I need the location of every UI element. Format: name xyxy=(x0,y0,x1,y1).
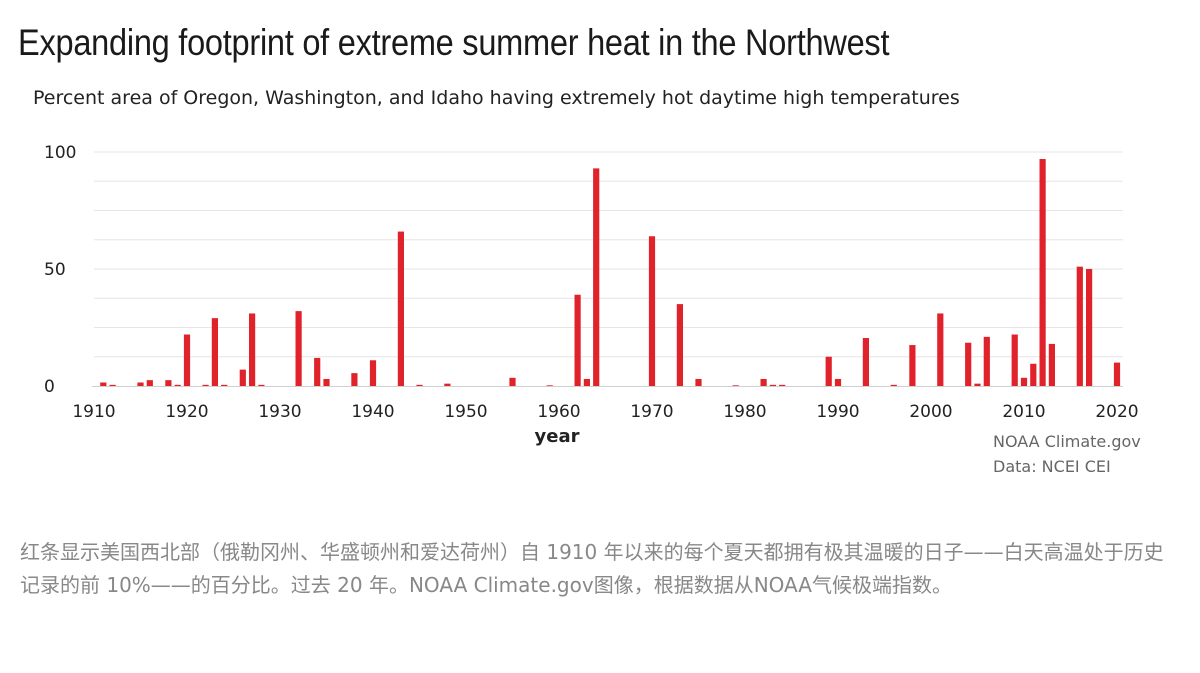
gridlines xyxy=(94,151,1123,358)
bar-1934 xyxy=(314,357,321,386)
y-tick-label: 0 xyxy=(44,377,55,397)
y-tick-label: 50 xyxy=(44,260,66,280)
x-tick-label: 1940 xyxy=(351,402,394,422)
y-tick-label: 100 xyxy=(44,143,76,163)
x-tick-label: 1930 xyxy=(258,402,301,422)
bar-1926 xyxy=(239,369,246,386)
bar-1975 xyxy=(695,378,702,386)
bar-2004 xyxy=(965,342,972,386)
bar-1918 xyxy=(165,380,172,386)
bar-1973 xyxy=(676,304,683,386)
x-tick-label: 1910 xyxy=(72,402,115,422)
bar-1989 xyxy=(825,356,832,386)
bar-1915 xyxy=(137,382,144,386)
bar-1932 xyxy=(295,311,302,386)
bar-1938 xyxy=(351,373,358,386)
bar-1945 xyxy=(416,384,423,386)
bar-1964 xyxy=(593,168,600,386)
bar-2020 xyxy=(1113,362,1121,386)
bar-1962 xyxy=(574,294,581,386)
bar-2017 xyxy=(1086,269,1093,386)
data-credit: Data: NCEI CEI xyxy=(993,457,1111,476)
x-tick-label: 1980 xyxy=(723,402,766,422)
bar-2009 xyxy=(1011,334,1018,386)
caption-text: 红条显示美国西北部（俄勒冈州、华盛顿州和爱达荷州）自 1910 年以来的每个夏天… xyxy=(20,540,1164,597)
bar-2011 xyxy=(1030,363,1037,386)
x-tick-label: 1970 xyxy=(630,402,673,422)
bar-1982 xyxy=(760,378,767,386)
bar-1983 xyxy=(769,384,776,386)
chart-subtitle: Percent area of Oregon, Washington, and … xyxy=(33,87,960,109)
bar-1916 xyxy=(146,380,153,386)
bar-1922 xyxy=(202,384,209,386)
bar-1912 xyxy=(109,384,116,386)
bar-2013 xyxy=(1048,343,1055,386)
x-tick-label: 2020 xyxy=(1095,402,1138,422)
bar-1970 xyxy=(648,236,656,386)
bar-2001 xyxy=(937,313,944,386)
bar-2016 xyxy=(1076,266,1083,386)
bar-1996 xyxy=(890,384,897,386)
axes: 0 50 100 1910 1920 1930 1940 1950 1960 1970 1980 19… xyxy=(44,143,1139,422)
bar-2006 xyxy=(983,336,990,386)
bar-2005 xyxy=(974,383,981,386)
x-tick-label: 2000 xyxy=(909,402,952,422)
x-axis-label: year xyxy=(535,426,580,447)
chart-title: Expanding footprint of extreme summer he… xyxy=(18,22,890,63)
bar-1998 xyxy=(909,345,916,386)
x-tick-label: 1920 xyxy=(165,402,208,422)
bar-1955 xyxy=(509,377,516,386)
bar-1924 xyxy=(221,384,228,386)
bar-1943 xyxy=(397,231,404,386)
bar-2012 xyxy=(1039,159,1046,386)
bar-1928 xyxy=(258,384,265,386)
x-tick-label: 1990 xyxy=(816,402,859,422)
bars xyxy=(100,159,1121,386)
bar-1911 xyxy=(100,382,107,386)
bar-1948 xyxy=(444,383,451,386)
x-tick-label: 2010 xyxy=(1002,402,1045,422)
bar-1940 xyxy=(369,360,377,386)
bar-1927 xyxy=(249,313,256,386)
x-tick-label: 1950 xyxy=(444,402,487,422)
bar-1990 xyxy=(834,378,842,386)
source-credit: NOAA Climate.gov xyxy=(993,432,1141,451)
bar-1984 xyxy=(779,384,786,386)
x-tick-label: 1960 xyxy=(537,402,580,422)
bar-2010 xyxy=(1020,377,1028,386)
bar-1919 xyxy=(174,384,181,386)
bar-1920 xyxy=(183,334,191,386)
bar-1959 xyxy=(546,385,553,386)
bar-1923 xyxy=(211,318,218,386)
bar-1935 xyxy=(323,378,330,386)
bar-1979 xyxy=(732,385,739,386)
bar-1993 xyxy=(862,338,869,386)
bar-1963 xyxy=(583,378,590,386)
